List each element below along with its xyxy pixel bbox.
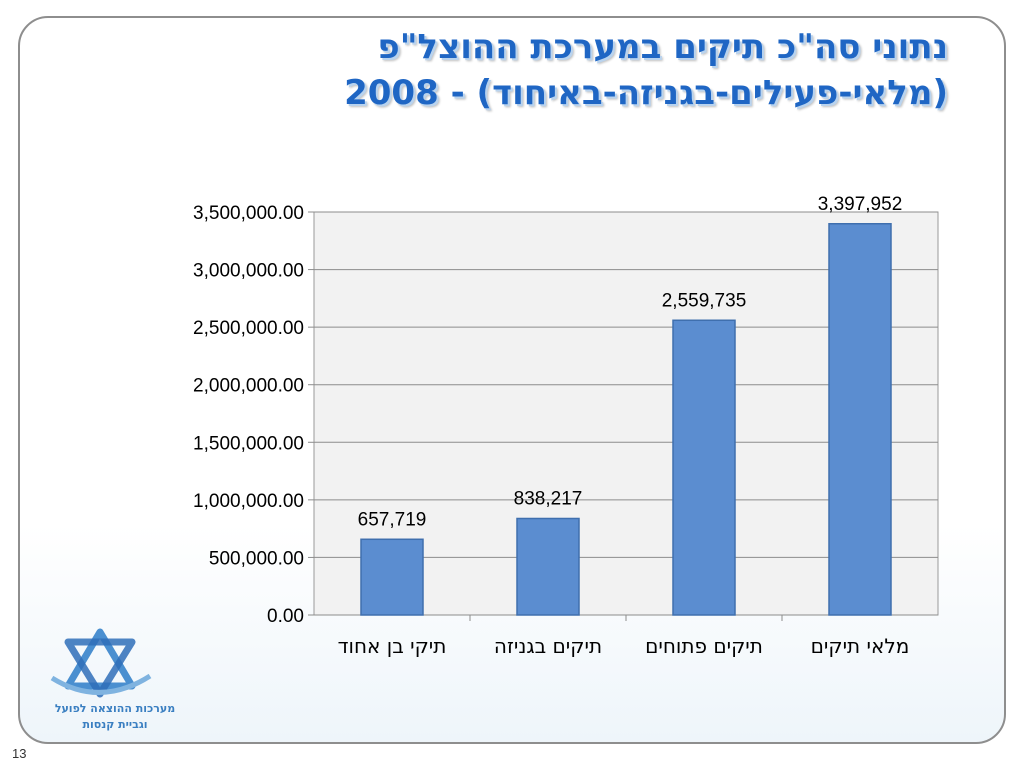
title-line-2: (מלאי-פעילים-בגניזה-באיחוד) - 2008 bbox=[344, 73, 948, 113]
star-of-david-logo-icon bbox=[50, 628, 152, 698]
y-tick-label: 3,500,000.00 bbox=[193, 203, 304, 224]
page-number: 13 bbox=[12, 746, 27, 761]
y-tick-label: 1,000,000.00 bbox=[193, 491, 304, 512]
data-label: 838,217 bbox=[514, 488, 583, 509]
bar bbox=[828, 223, 892, 616]
y-tick-label: 1,500,000.00 bbox=[193, 433, 304, 454]
title-line-1: נתוני סה"כ תיקים במערכת ההוצל"פ bbox=[377, 27, 948, 67]
bar bbox=[516, 517, 580, 616]
data-label: 657,719 bbox=[358, 509, 427, 530]
bar bbox=[672, 319, 736, 616]
x-tick-label: תיקי בן אחוד bbox=[338, 634, 447, 658]
logo-text-line-2: וגביית קנסות bbox=[82, 718, 148, 731]
data-label: 3,397,952 bbox=[818, 194, 903, 215]
x-tick-label: תיקים בגניזה bbox=[494, 634, 602, 658]
x-tick-label: תיקים פתוחים bbox=[645, 634, 763, 658]
y-tick-label: 500,000.00 bbox=[209, 548, 304, 569]
x-tick-label: מלאי תיקים bbox=[811, 634, 910, 658]
y-tick-label: 2,000,000.00 bbox=[193, 376, 304, 397]
y-tick-label: 0.00 bbox=[267, 606, 304, 627]
data-label: 2,559,735 bbox=[662, 290, 747, 311]
bar bbox=[360, 538, 424, 616]
organization-logo: מערכות ההוצאה לפועל וגביית קנסות bbox=[40, 628, 190, 738]
slide-title: נתוני סה"כ תיקים במערכת ההוצל"פ (מלאי-פע… bbox=[248, 24, 948, 116]
y-tick-label: 2,500,000.00 bbox=[193, 318, 304, 339]
y-tick-label: 3,000,000.00 bbox=[193, 261, 304, 282]
logo-text-line-1: מערכות ההוצאה לפועל bbox=[54, 702, 176, 715]
